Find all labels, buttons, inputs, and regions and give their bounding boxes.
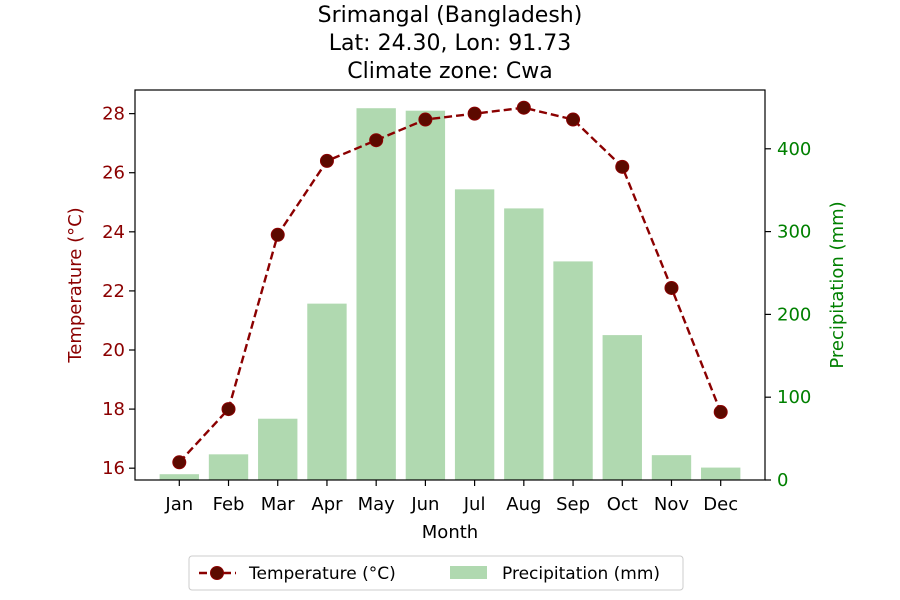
x-tick-label: May xyxy=(358,494,396,515)
y-axis-left-label: Temperature (°C) xyxy=(65,207,86,363)
left-tick-label: 26 xyxy=(102,163,125,184)
precipitation-bar xyxy=(356,108,396,481)
right-tick-label: 400 xyxy=(777,139,811,160)
left-tick-label: 22 xyxy=(102,281,125,302)
precipitation-bar xyxy=(701,467,741,480)
x-tick-label: Aug xyxy=(506,494,541,515)
right-tick-label: 200 xyxy=(777,304,811,325)
temperature-point xyxy=(664,280,679,295)
x-axis-label: Month xyxy=(422,522,478,543)
x-tick-label: Oct xyxy=(607,494,638,515)
x-tick-label: Jul xyxy=(463,494,486,515)
temperature-line xyxy=(172,100,728,470)
temperature-point xyxy=(566,112,581,127)
left-axis: 16 18 20 22 24 26 28 xyxy=(102,104,135,479)
legend-box xyxy=(188,555,684,591)
right-tick-label: 300 xyxy=(777,222,811,243)
temperature-polyline xyxy=(178,106,722,464)
temperature-point xyxy=(172,455,187,470)
precipitation-bar xyxy=(651,455,692,480)
temperature-point xyxy=(319,153,334,168)
temperature-point xyxy=(516,100,531,115)
left-tick-label: 16 xyxy=(102,458,125,479)
x-tick-label: Jun xyxy=(410,494,439,515)
plot-frame xyxy=(134,89,766,481)
x-tick-label: Apr xyxy=(311,494,343,515)
precipitation-bar xyxy=(504,208,544,480)
x-tick-label: Mar xyxy=(261,494,296,515)
temperature-point xyxy=(270,227,285,242)
right-tick-label: 0 xyxy=(777,470,788,491)
temperature-point xyxy=(369,133,384,148)
precipitation-bar xyxy=(553,261,593,480)
legend: Temperature (°C) Precipitation (mm) xyxy=(188,555,684,591)
chart-title: Srimangal (Bangladesh) Lat: 24.30, Lon: 9… xyxy=(318,3,583,84)
left-tick-label: 24 xyxy=(102,222,125,243)
chart-title-line: Srimangal (Bangladesh) xyxy=(318,3,583,28)
chart-title-line: Climate zone: Cwa xyxy=(347,59,552,84)
temperature-point xyxy=(221,402,236,417)
x-tick-label: Feb xyxy=(213,494,245,515)
precipitation-bar xyxy=(454,189,495,481)
legend-precipitation-swatch xyxy=(450,566,487,579)
legend-precipitation-label: Precipitation (mm) xyxy=(502,564,660,584)
temperature-point xyxy=(615,159,630,174)
chart-title-line: Lat: 24.30, Lon: 91.73 xyxy=(329,31,571,56)
temperature-point xyxy=(713,405,728,420)
x-tick-label: Nov xyxy=(654,494,689,515)
precipitation-bars xyxy=(159,108,741,481)
precipitation-bar xyxy=(405,110,446,481)
precipitation-bar xyxy=(159,474,199,480)
legend-temperature-marker xyxy=(210,566,224,580)
left-tick-label: 28 xyxy=(102,104,125,125)
precipitation-bar xyxy=(307,303,347,480)
right-axis: 0 100 200 300 400 xyxy=(765,139,811,491)
y-axis-right-label: Precipitation (mm) xyxy=(827,201,848,368)
precipitation-bar xyxy=(258,418,298,480)
right-tick-label: 100 xyxy=(777,387,811,408)
temperature-point xyxy=(467,106,482,121)
x-tick-label: Dec xyxy=(703,494,738,515)
x-tick-label: Sep xyxy=(556,494,590,515)
x-axis: Jan Feb Mar Apr May Jun Jul Aug Sep Oct Nov Dec xyxy=(164,480,738,515)
x-tick-label: Jan xyxy=(164,494,193,515)
left-tick-label: 20 xyxy=(102,340,125,361)
left-tick-label: 18 xyxy=(102,399,125,420)
legend-temperature-label: Temperature (°C) xyxy=(248,564,396,584)
precipitation-bar xyxy=(602,335,642,480)
precipitation-bar xyxy=(208,454,249,480)
temperature-point xyxy=(418,112,433,127)
